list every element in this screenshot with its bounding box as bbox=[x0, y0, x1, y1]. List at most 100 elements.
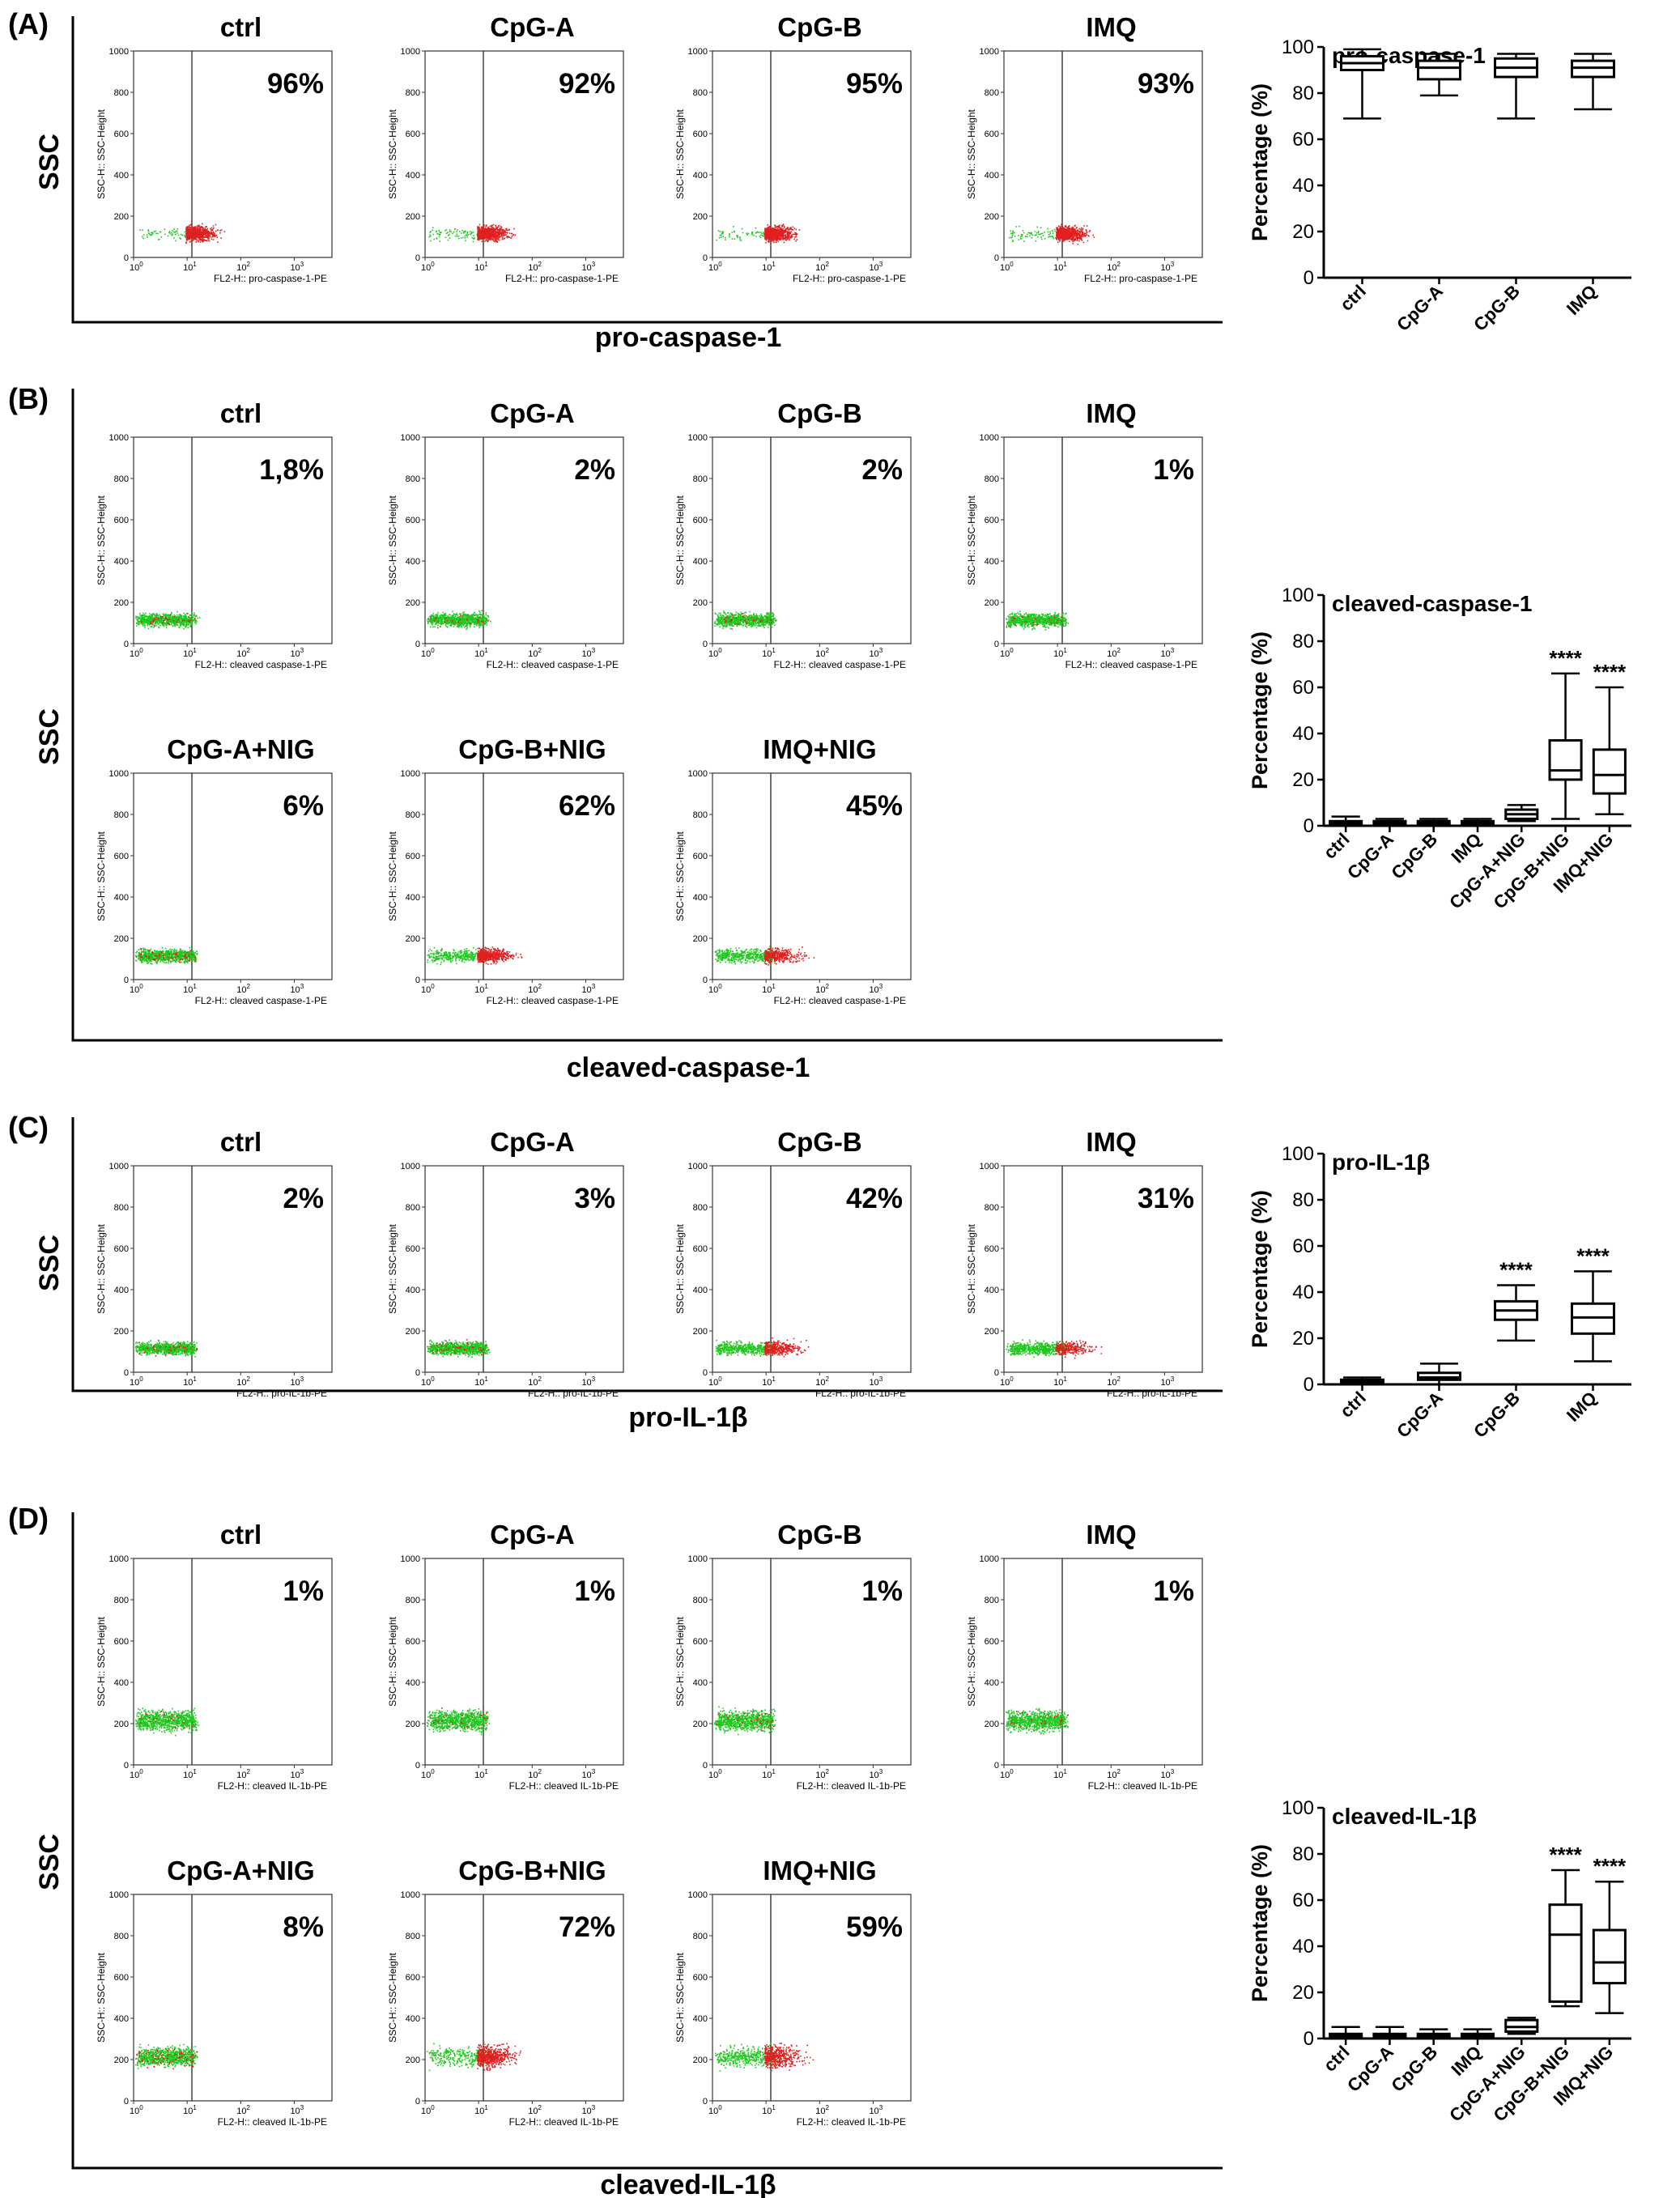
panel-axis-frame bbox=[71, 389, 1223, 1042]
x-tick-label: 100 bbox=[130, 1375, 143, 1388]
gate-percentage: 1% bbox=[1153, 454, 1194, 486]
gate-percentage: 42% bbox=[846, 1183, 903, 1214]
x-tick-label: 103 bbox=[290, 2104, 304, 2116]
x-axis-caption: FL2-H:: pro-caspase-1-PE bbox=[505, 273, 619, 284]
y-axis-caption: SSC-H:: SSC-Height bbox=[387, 1223, 398, 1313]
x-axis-caption: FL2-H:: cleaved IL-1b-PE bbox=[509, 2116, 619, 2128]
y-tick-label: 800 bbox=[406, 1932, 420, 1941]
x-tick-label: 100 bbox=[708, 261, 722, 273]
boxplot-chart: cleaved-caspase-1 Percentage (%) 0 20 40 60 80… bbox=[1248, 585, 1631, 913]
x-tick-label: 102 bbox=[236, 647, 250, 659]
y-tick-label: 400 bbox=[693, 1678, 708, 1688]
box-iqr bbox=[1592, 1928, 1627, 1985]
x-tick-exponent: 2 bbox=[538, 647, 542, 654]
y-tick-label: 400 bbox=[114, 557, 129, 567]
y-tick-label: 400 bbox=[114, 1286, 129, 1295]
plot-frame bbox=[712, 1558, 912, 1766]
negative-events bbox=[715, 1339, 776, 1357]
plot-frame bbox=[1003, 436, 1203, 644]
gate-percentage: 1% bbox=[574, 1575, 615, 1607]
x-tick-exponent: 1 bbox=[193, 983, 197, 990]
positive-events bbox=[477, 223, 517, 243]
y-tick-label: 1000 bbox=[401, 47, 420, 57]
x-tick-exponent: 0 bbox=[1010, 647, 1014, 654]
significance-stars: **** bbox=[1593, 1854, 1627, 1878]
plot-frame bbox=[712, 1165, 912, 1373]
plot-title: CpG-A bbox=[490, 12, 574, 42]
y-tick-label: 200 bbox=[406, 1327, 420, 1337]
x-tick-label: 101 bbox=[762, 2104, 776, 2116]
y-tick-label: 1000 bbox=[401, 433, 420, 443]
plot-title: ctrl bbox=[220, 398, 262, 428]
y-tick-label: 600 bbox=[985, 1637, 999, 1647]
y-tick-label: 200 bbox=[406, 2056, 420, 2065]
plot-frame bbox=[424, 772, 624, 980]
x-axis-caption: FL2-H:: pro-IL-1b-PE bbox=[1107, 1388, 1197, 1399]
y-tick-label: 0 bbox=[415, 640, 420, 649]
negative-events bbox=[135, 2043, 198, 2069]
y-tick-label: 800 bbox=[985, 88, 999, 98]
x-tick-label: 102 bbox=[528, 1768, 542, 1780]
event-dots bbox=[714, 610, 777, 630]
x-axis-caption: FL2-H:: cleaved caspase-1-PE bbox=[195, 659, 327, 670]
boxplot-category-label: CpG-B bbox=[1469, 281, 1524, 335]
boxplot-category-label: IMQ bbox=[1447, 2042, 1485, 2080]
boxplot-y-tick-label: 60 bbox=[1292, 677, 1314, 699]
x-tick-label: 101 bbox=[183, 983, 197, 995]
y-tick-label: 600 bbox=[406, 516, 420, 525]
x-tick-label: 100 bbox=[708, 647, 722, 659]
y-axis-caption: SSC-H:: SSC-Height bbox=[96, 1616, 107, 1706]
negative-events bbox=[427, 946, 489, 965]
y-tick-label: 600 bbox=[114, 516, 129, 525]
x-axis-caption: FL2-H:: cleaved caspase-1-PE bbox=[195, 995, 327, 1006]
x-tick-exponent: 1 bbox=[193, 647, 197, 654]
x-tick-exponent: 0 bbox=[139, 261, 143, 268]
y-tick-label: 0 bbox=[415, 1761, 420, 1771]
x-tick-label: 100 bbox=[130, 983, 143, 995]
plot-title: ctrl bbox=[220, 1127, 262, 1157]
y-tick-label: 400 bbox=[693, 893, 708, 903]
x-tick-exponent: 1 bbox=[772, 983, 776, 990]
box-CpG-B: CpG-B bbox=[1469, 53, 1538, 335]
x-tick-label: 103 bbox=[869, 647, 883, 659]
x-tick-exponent: 3 bbox=[1171, 1768, 1175, 1775]
x-tick-label: 103 bbox=[581, 983, 595, 995]
negative-events bbox=[1006, 1707, 1069, 1735]
boxplot-y-tick-label: 20 bbox=[1292, 1328, 1314, 1350]
boxplot-category-label: ctrl bbox=[1320, 829, 1354, 863]
y-axis-caption: SSC-H:: SSC-Height bbox=[966, 495, 977, 585]
y-tick-label: 400 bbox=[693, 557, 708, 567]
x-tick-exponent: 1 bbox=[772, 261, 776, 268]
y-tick-label: 800 bbox=[114, 810, 129, 820]
x-tick-exponent: 3 bbox=[1171, 1375, 1175, 1383]
x-tick-label: 103 bbox=[581, 1768, 595, 1780]
y-tick-label: 1000 bbox=[688, 1890, 708, 1900]
y-tick-label: 200 bbox=[406, 1720, 420, 1729]
x-tick-exponent: 3 bbox=[592, 647, 596, 654]
x-tick-label: 100 bbox=[1000, 261, 1014, 273]
y-tick-label: 1000 bbox=[688, 47, 708, 57]
x-tick-exponent: 2 bbox=[247, 1768, 251, 1775]
gate-percentage: 96% bbox=[267, 68, 324, 100]
x-tick-label: 101 bbox=[762, 1375, 776, 1388]
event-dots bbox=[428, 223, 517, 243]
positive-events bbox=[724, 613, 772, 630]
x-axis-caption: FL2-H:: cleaved caspase-1-PE bbox=[487, 995, 619, 1006]
panel-x-label: pro-caspase-1 bbox=[595, 322, 782, 353]
y-tick-label: 200 bbox=[114, 934, 129, 944]
plot-frame bbox=[133, 1894, 333, 2102]
gate-percentage: 1,8% bbox=[259, 454, 324, 486]
boxplot-y-tick-label: 100 bbox=[1282, 1143, 1314, 1165]
negative-events bbox=[714, 2043, 778, 2072]
x-tick-exponent: 0 bbox=[139, 1768, 143, 1775]
y-tick-label: 200 bbox=[985, 1720, 999, 1729]
box-ctrl: ctrl bbox=[1320, 2026, 1363, 2076]
y-tick-label: 0 bbox=[703, 976, 708, 985]
x-tick-label: 100 bbox=[708, 2104, 722, 2116]
y-tick-label: 600 bbox=[693, 852, 708, 861]
positive-events bbox=[430, 1339, 490, 1355]
